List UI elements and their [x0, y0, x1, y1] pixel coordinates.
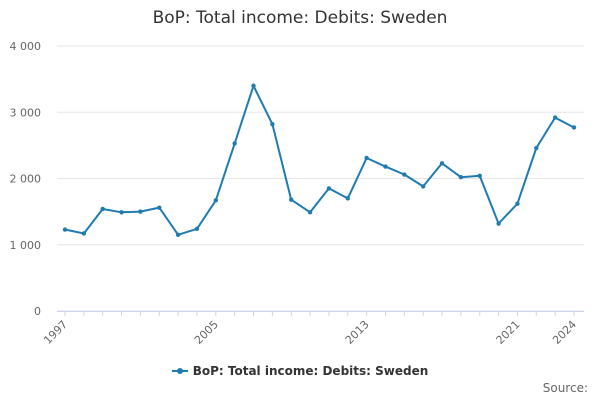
series-group — [62, 83, 577, 238]
data-point[interactable] — [477, 173, 482, 179]
data-point[interactable] — [119, 210, 124, 215]
x-tick-label: 2005 — [192, 318, 221, 347]
data-point[interactable] — [157, 205, 162, 210]
data-point[interactable] — [326, 186, 332, 191]
data-point[interactable] — [364, 155, 369, 161]
data-point[interactable] — [458, 174, 464, 180]
data-point[interactable] — [515, 201, 520, 206]
data-point[interactable] — [571, 125, 577, 130]
grid-lines — [57, 45, 584, 312]
y-tick-label: 1 000 — [10, 239, 42, 252]
data-point[interactable] — [194, 226, 200, 232]
data-point[interactable] — [345, 196, 350, 201]
data-point[interactable] — [420, 184, 426, 189]
data-point[interactable] — [402, 172, 407, 177]
data-point[interactable] — [289, 197, 294, 202]
data-point[interactable] — [307, 210, 313, 215]
data-point[interactable] — [251, 83, 256, 88]
x-tick-label: 2013 — [343, 318, 372, 347]
x-axis: 1997 2005 2013 2021 2024 — [41, 311, 584, 347]
data-point[interactable] — [383, 164, 388, 169]
data-point[interactable] — [81, 231, 87, 236]
data-point[interactable] — [496, 221, 501, 226]
legend[interactable]: BoP: Total income: Debits: Sweden — [0, 364, 600, 378]
y-axis-ticks: 0 1 000 2 000 3 000 4 000 — [10, 40, 42, 318]
data-point[interactable] — [270, 121, 275, 127]
data-point[interactable] — [62, 227, 68, 232]
data-point[interactable] — [213, 198, 219, 203]
data-point[interactable] — [232, 141, 237, 146]
y-tick-label: 4 000 — [10, 40, 42, 53]
data-point[interactable] — [439, 161, 445, 166]
data-point[interactable] — [552, 115, 558, 120]
x-tick-label: 2024 — [550, 318, 579, 347]
data-point[interactable] — [100, 206, 105, 212]
y-tick-label: 2 000 — [10, 173, 42, 186]
data-point[interactable] — [534, 145, 539, 151]
x-tick-label: 1997 — [41, 318, 70, 347]
data-point[interactable] — [175, 232, 181, 238]
source-label: Source: — [542, 381, 588, 395]
series-line — [64, 84, 575, 236]
y-tick-label: 0 — [34, 305, 41, 318]
data-point[interactable] — [138, 209, 143, 214]
y-tick-label: 3 000 — [10, 106, 42, 119]
x-tick-label: 2021 — [494, 318, 523, 347]
legend-item-label: BoP: Total income: Debits: Sweden — [192, 364, 429, 378]
legend-line-marker-icon — [171, 365, 188, 377]
chart-title: BoP: Total income: Debits: Sweden — [152, 8, 448, 28]
